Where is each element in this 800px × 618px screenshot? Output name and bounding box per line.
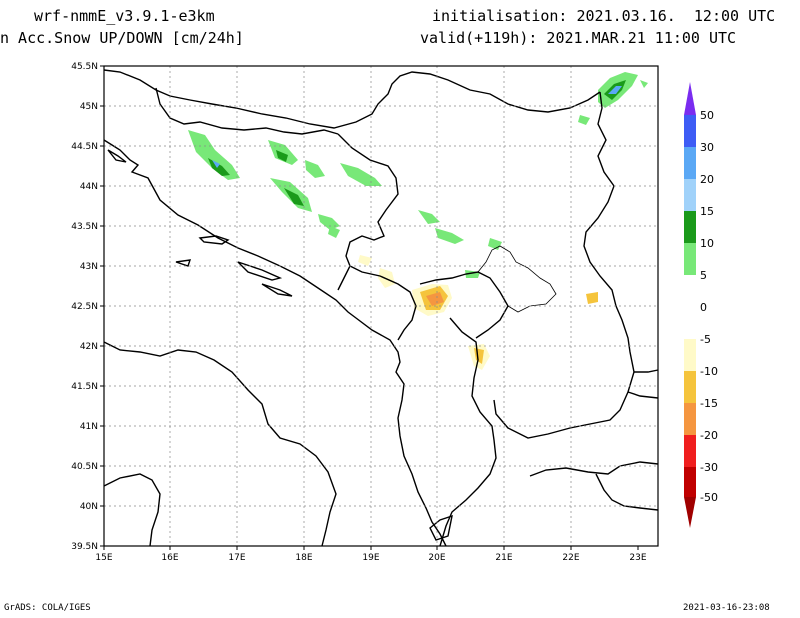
colorbar-band-m30-m20 (684, 435, 696, 467)
colorbar-label: 5 (700, 269, 707, 282)
colorbar-label: -5 (700, 333, 711, 346)
lat-label-45n: 45N (80, 102, 98, 112)
lat-label-40n: 40N (80, 502, 98, 512)
lat-label-40-5n: 40.5N (71, 462, 98, 472)
colorbar-label: 50 (700, 109, 714, 122)
lat-label-42-5n: 42.5N (71, 302, 98, 312)
colorbar-label: 20 (700, 173, 714, 186)
colorbar-band-m5-0 (684, 307, 696, 339)
colorbar-band-30-50 (684, 115, 696, 147)
colorbar-band-m50-m30 (684, 467, 696, 497)
variable-title: n Acc.Snow UP/DOWN [cm/24h] (0, 29, 244, 47)
lon-label-16e: 16E (161, 553, 178, 563)
lat-label-44-5n: 44.5N (71, 142, 98, 152)
colorbar: 50 30 20 15 10 5 0 -5 -10 -15 -20 -30 -5… (684, 82, 718, 528)
colorbar-band-m20-m15 (684, 403, 696, 435)
colorbar-label: 10 (700, 237, 714, 250)
lon-label-22e: 22E (562, 553, 579, 563)
lat-labels: 45.5N 45N 44.5N 44N 43.5N 43N 42.5N 42N … (71, 62, 98, 552)
colorbar-band-15-20 (684, 179, 696, 211)
colorbar-band-m10-m5 (684, 339, 696, 371)
lat-label-39-5n: 39.5N (71, 542, 98, 552)
grads-credit: GrADS: COLA/IGES (4, 603, 91, 613)
colorbar-label: 15 (700, 205, 714, 218)
render-timestamp: 2021-03-16-23:08 (683, 603, 770, 613)
lon-label-20e: 20E (428, 553, 445, 563)
lon-label-21e: 21E (495, 553, 512, 563)
lat-label-41n: 41N (80, 422, 98, 432)
tick-marks (100, 65, 639, 550)
lat-label-41-5n: 41.5N (71, 382, 98, 392)
init-time: initialisation: 2021.03.16. 12:00 UTC (432, 7, 776, 25)
colorbar-labels: 50 30 20 15 10 5 0 -5 -10 -15 -20 -30 -5… (700, 109, 718, 504)
valid-time: valid(+119h): 2021.MAR.21 11:00 UTC (420, 29, 737, 47)
lat-label-42n: 42N (80, 342, 98, 352)
lat-label-43n: 43N (80, 262, 98, 272)
lon-label-23e: 23E (629, 553, 646, 563)
colorbar-label: -15 (700, 397, 718, 410)
lon-labels: 15E 16E 17E 18E 19E 20E 21E 22E 23E (95, 553, 646, 563)
lat-label-44n: 44N (80, 182, 98, 192)
colorbar-band-m15-m10 (684, 371, 696, 403)
model-title: wrf-nmmE_v3.9.1-e3km (34, 7, 215, 25)
colorbar-label: -20 (700, 429, 718, 442)
colorbar-label: 0 (700, 301, 707, 314)
lon-label-18e: 18E (295, 553, 312, 563)
colorbar-top-arrow (684, 82, 696, 115)
colorbar-label: -30 (700, 461, 718, 474)
colorbar-band-0-5 (684, 275, 696, 307)
colorbar-label: -10 (700, 365, 718, 378)
colorbar-label: -50 (700, 491, 718, 504)
lon-label-17e: 17E (228, 553, 245, 563)
lat-label-43-5n: 43.5N (71, 222, 98, 232)
map-panel: 15E 16E 17E 18E 19E 20E 21E 22E 23E 45.5… (71, 62, 659, 563)
lat-label-45-5n: 45.5N (71, 62, 98, 72)
colorbar-label: 30 (700, 141, 714, 154)
map-grid (104, 66, 658, 546)
snow-down-patches (358, 255, 598, 370)
lon-label-15e: 15E (95, 553, 112, 563)
colorbar-band-10-15 (684, 211, 696, 243)
colorbar-bottom-arrow (684, 497, 696, 528)
lon-label-19e: 19E (362, 553, 379, 563)
colorbar-band-5-10 (684, 243, 696, 275)
colorbar-band-20-30 (684, 147, 696, 179)
